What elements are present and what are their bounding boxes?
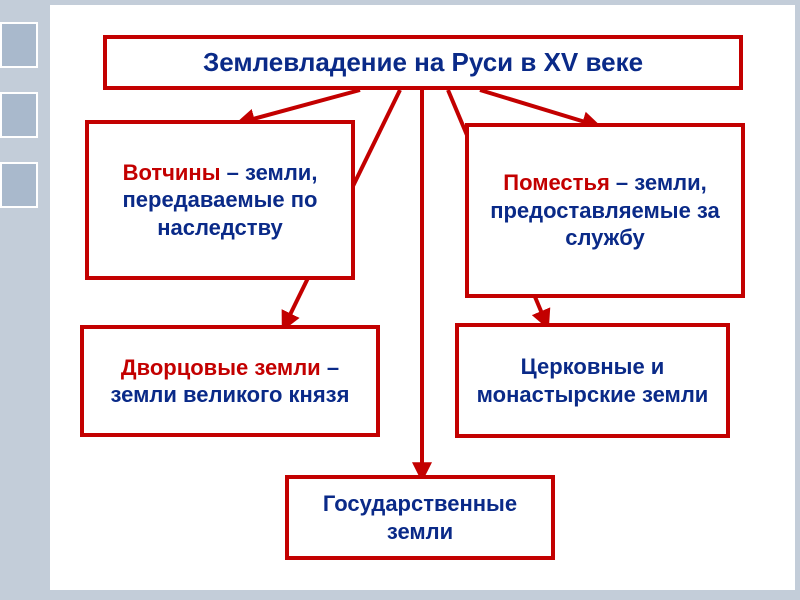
node-text: Вотчины – земли, передаваемые по наследс… [97, 159, 343, 242]
diagram-canvas: Землевладение на Руси в XV веке Вотчины … [50, 5, 795, 590]
node-text: Дворцовые земли – земли великого князя [92, 354, 368, 409]
root-node: Землевладение на Руси в XV веке [103, 35, 743, 90]
sidebar-handle [0, 162, 38, 208]
node-text: Государственные земли [297, 490, 543, 545]
node-tserkovnye: Церковные и монастырские земли [455, 323, 730, 438]
arrow [242, 90, 360, 122]
node-term: Поместья [503, 170, 610, 195]
sidebar-handle [0, 22, 38, 68]
node-text: Церковные и монастырские земли [467, 353, 718, 408]
node-votchiny: Вотчины – земли, передаваемые по наследс… [85, 120, 355, 280]
node-pomestya: Поместья – земли, предоставляемые за слу… [465, 123, 745, 298]
sidebar-handle [0, 92, 38, 138]
node-term: Дворцовые земли [121, 355, 321, 380]
node-desc: Церковные и монастырские земли [477, 354, 709, 407]
node-desc: Государственные земли [323, 491, 517, 544]
node-dvortsovye: Дворцовые земли – земли великого князя [80, 325, 380, 437]
node-gos: Государственные земли [285, 475, 555, 560]
root-label: Землевладение на Руси в XV веке [203, 46, 643, 79]
node-text: Поместья – земли, предоставляемые за слу… [477, 169, 733, 252]
node-term: Вотчины [123, 160, 221, 185]
arrow [480, 90, 595, 125]
